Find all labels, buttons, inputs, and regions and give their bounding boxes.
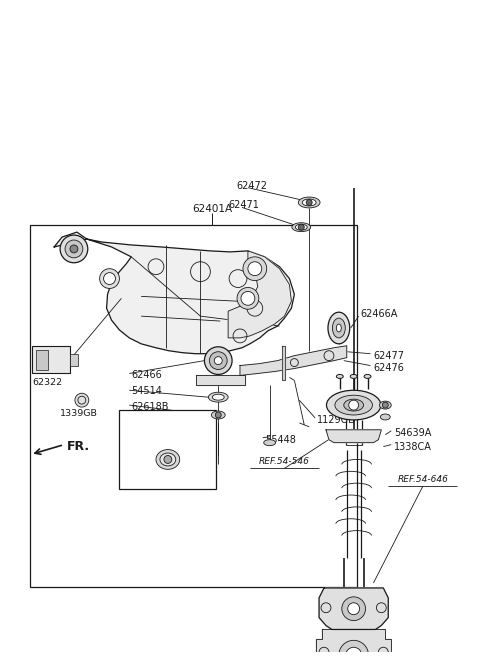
Circle shape (237, 287, 259, 309)
Bar (36, 350, 48, 369)
Ellipse shape (333, 318, 345, 338)
Ellipse shape (380, 414, 390, 420)
Ellipse shape (211, 411, 225, 419)
Ellipse shape (336, 324, 341, 332)
Text: 62471: 62471 (228, 201, 259, 211)
Circle shape (60, 235, 88, 263)
Bar (120, 410, 216, 489)
Circle shape (100, 269, 120, 289)
Circle shape (348, 603, 360, 615)
Circle shape (298, 224, 304, 230)
Circle shape (65, 240, 83, 258)
Circle shape (383, 402, 388, 408)
Circle shape (75, 393, 89, 407)
Ellipse shape (298, 197, 320, 208)
Text: REF.54-646: REF.54-646 (397, 475, 448, 483)
Ellipse shape (350, 375, 357, 379)
Text: 62466A: 62466A (360, 309, 398, 319)
Text: 1129GD: 1129GD (317, 415, 357, 425)
Circle shape (306, 199, 312, 205)
Ellipse shape (208, 392, 228, 402)
Text: 62472: 62472 (236, 180, 267, 191)
Circle shape (339, 640, 369, 656)
Ellipse shape (264, 440, 276, 445)
Text: 54514: 54514 (131, 386, 162, 396)
Polygon shape (228, 251, 291, 338)
Text: 54639A: 54639A (394, 428, 432, 438)
Ellipse shape (364, 375, 371, 379)
Circle shape (216, 412, 221, 418)
Text: REF.54-546: REF.54-546 (259, 457, 310, 466)
Polygon shape (240, 346, 347, 375)
Circle shape (70, 245, 78, 253)
Text: 62401A: 62401A (192, 205, 232, 215)
Text: 62476: 62476 (373, 363, 404, 373)
Ellipse shape (336, 375, 343, 379)
Ellipse shape (326, 390, 381, 420)
Circle shape (346, 647, 361, 656)
Bar (33, 346, 70, 373)
Circle shape (209, 352, 227, 369)
Circle shape (349, 400, 359, 410)
Ellipse shape (302, 199, 316, 206)
Polygon shape (319, 588, 388, 630)
Ellipse shape (160, 453, 176, 466)
Bar (30, 225, 357, 587)
Ellipse shape (344, 399, 363, 411)
Ellipse shape (156, 449, 180, 469)
Ellipse shape (328, 312, 350, 344)
Text: 1338CA: 1338CA (394, 441, 432, 451)
Text: 62466: 62466 (131, 371, 162, 380)
Ellipse shape (295, 224, 307, 230)
Text: FR.: FR. (67, 440, 90, 453)
Polygon shape (326, 430, 381, 443)
Ellipse shape (379, 401, 391, 409)
Circle shape (204, 347, 232, 375)
Circle shape (248, 262, 262, 276)
Text: 62477: 62477 (373, 351, 405, 361)
Bar (70, 354, 78, 365)
Circle shape (104, 273, 116, 285)
Circle shape (241, 291, 255, 305)
Circle shape (342, 597, 366, 621)
Circle shape (164, 455, 172, 463)
Ellipse shape (212, 394, 224, 400)
Polygon shape (54, 232, 294, 354)
Text: 55448: 55448 (264, 435, 296, 445)
Circle shape (214, 357, 222, 365)
Polygon shape (316, 630, 391, 656)
Ellipse shape (335, 395, 372, 415)
Ellipse shape (292, 223, 311, 232)
Circle shape (243, 257, 267, 281)
Polygon shape (195, 375, 245, 385)
Polygon shape (281, 346, 286, 380)
Text: 62618B: 62618B (131, 402, 169, 412)
Text: 1339GB: 1339GB (60, 409, 98, 417)
Text: 62322: 62322 (33, 378, 62, 387)
Text: 62618: 62618 (152, 415, 184, 425)
